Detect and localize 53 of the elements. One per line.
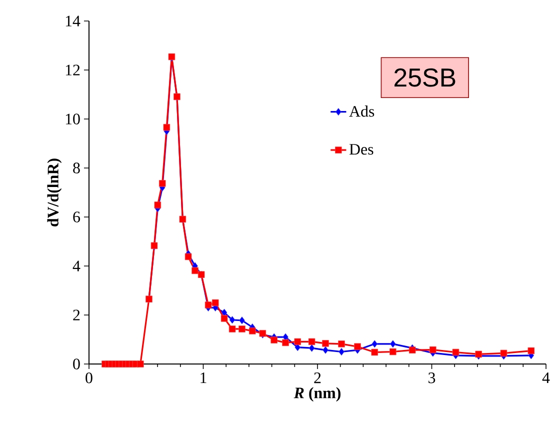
point <box>270 336 278 344</box>
x-tick-label: 2 <box>314 372 321 384</box>
y-tick-label: 12 <box>66 64 80 76</box>
point <box>390 340 396 348</box>
point <box>282 339 289 346</box>
point <box>430 346 436 354</box>
point <box>500 350 508 357</box>
x-tick-label: 0 <box>86 372 92 384</box>
point <box>528 347 535 354</box>
point <box>338 348 344 356</box>
point <box>308 344 315 352</box>
y-tick-label: 8 <box>73 162 80 174</box>
point <box>192 267 198 274</box>
text: 25SB <box>394 68 456 87</box>
point <box>372 340 378 348</box>
point <box>163 124 170 131</box>
point <box>294 338 302 346</box>
point <box>154 202 162 208</box>
y-tick-label: 4 <box>72 260 80 272</box>
x-tick-label: 4 <box>542 372 550 384</box>
point <box>137 360 144 368</box>
x-tick-label: 3 <box>428 372 436 384</box>
point <box>322 346 328 354</box>
point <box>322 340 329 347</box>
point <box>221 308 228 316</box>
point <box>220 315 228 322</box>
y-tick-label: 2 <box>73 310 80 320</box>
point <box>238 326 246 332</box>
y-tick-label: 10 <box>66 114 80 124</box>
point <box>308 338 316 346</box>
point <box>228 326 236 332</box>
point <box>248 328 256 334</box>
point <box>408 346 416 354</box>
point <box>158 180 166 187</box>
point <box>184 253 192 260</box>
point <box>390 348 396 356</box>
point <box>239 316 245 324</box>
legend-label: Ads <box>349 106 374 117</box>
legend-label: Des <box>349 144 374 155</box>
y-tick-label: 14 <box>66 16 80 26</box>
point <box>338 340 345 348</box>
x-axis-title: R (nm) <box>294 387 340 402</box>
y-tick-label: 6 <box>73 212 80 222</box>
point <box>354 343 361 350</box>
y-tick-label: 0 <box>73 358 80 370</box>
y-axis-title: dV/d(lnR) <box>47 158 62 226</box>
point <box>229 316 236 324</box>
point <box>371 348 378 356</box>
x-tick-label: 1 <box>200 372 206 384</box>
point <box>294 344 301 352</box>
point <box>204 302 212 308</box>
point <box>452 348 460 356</box>
point <box>212 299 219 306</box>
